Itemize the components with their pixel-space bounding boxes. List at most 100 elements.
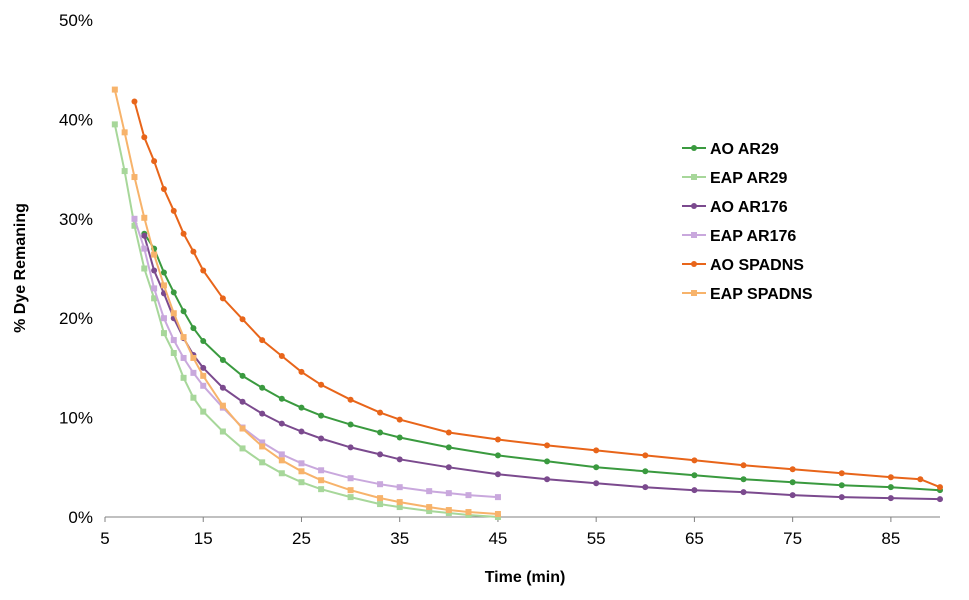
data-point xyxy=(298,468,305,475)
data-point xyxy=(445,444,452,451)
data-point xyxy=(278,457,285,464)
data-point xyxy=(131,174,138,181)
data-point xyxy=(740,489,747,496)
legend-item: AO AR29 xyxy=(682,141,779,158)
x-tick-label: 25 xyxy=(292,529,311,548)
data-point xyxy=(170,289,177,296)
data-point xyxy=(838,470,845,477)
data-point xyxy=(131,215,138,222)
data-point xyxy=(219,402,226,409)
legend-marker xyxy=(691,232,697,238)
data-point xyxy=(544,442,551,449)
series-ao-ar29 xyxy=(141,230,943,494)
y-tick-label: 50% xyxy=(59,11,93,30)
data-point xyxy=(278,352,285,359)
data-point xyxy=(111,121,118,128)
data-point xyxy=(259,337,266,344)
legend-item: EAP SPADNS xyxy=(682,286,813,303)
legend-item: AO SPADNS xyxy=(682,257,804,274)
x-tick-label: 35 xyxy=(390,529,409,548)
data-point xyxy=(426,488,433,495)
data-point xyxy=(190,369,197,376)
x-tick-label: 65 xyxy=(685,529,704,548)
series-eap-ar29 xyxy=(111,121,501,520)
data-point xyxy=(377,501,384,508)
data-point xyxy=(347,396,354,403)
data-point xyxy=(740,462,747,469)
data-point xyxy=(396,484,403,491)
data-point xyxy=(465,492,472,499)
data-point xyxy=(298,404,305,411)
data-point xyxy=(219,356,226,363)
data-point xyxy=(494,452,501,459)
data-point xyxy=(593,480,600,487)
x-tick-label: 85 xyxy=(881,529,900,548)
data-point xyxy=(190,325,197,332)
data-point xyxy=(190,354,197,361)
data-point xyxy=(691,457,698,464)
data-point xyxy=(219,295,226,302)
data-point xyxy=(347,444,354,451)
legend-marker xyxy=(691,261,697,267)
data-point xyxy=(151,285,158,292)
legend-item: EAP AR29 xyxy=(682,170,787,187)
data-point xyxy=(494,494,501,501)
data-point xyxy=(642,484,649,491)
x-axis-ticks: 5 15 25 35 45 55 65 75 85 xyxy=(100,517,900,548)
data-point xyxy=(396,504,403,511)
data-point xyxy=(298,428,305,435)
legend: AO AR29 EAP AR29 AO AR176 EAP AR176 AO SPADN… xyxy=(682,141,813,303)
data-point xyxy=(259,384,266,391)
data-point xyxy=(445,507,452,514)
series-line xyxy=(143,233,941,492)
data-point xyxy=(494,436,501,443)
data-point xyxy=(200,408,207,415)
data-point xyxy=(170,337,177,344)
x-axis-title: Time (min) xyxy=(485,569,566,586)
data-point xyxy=(377,481,384,488)
data-point xyxy=(396,456,403,463)
y-tick-label: 30% xyxy=(59,210,93,229)
x-tick-label: 75 xyxy=(783,529,802,548)
data-point xyxy=(347,494,354,501)
data-point xyxy=(278,420,285,427)
data-point xyxy=(544,458,551,465)
data-point xyxy=(789,492,796,499)
data-point xyxy=(219,384,226,391)
data-point xyxy=(180,374,187,381)
legend-marker xyxy=(691,174,697,180)
series-eap-ar176 xyxy=(131,215,501,501)
series-line xyxy=(113,89,498,515)
data-point xyxy=(544,476,551,483)
data-point xyxy=(789,466,796,473)
series-ao-spadns xyxy=(131,98,943,491)
data-point xyxy=(180,308,187,315)
data-point xyxy=(200,364,207,371)
legend-marker xyxy=(691,145,697,151)
y-axis-ticks: 0% 10% 20% 30% 40% 50% xyxy=(59,11,93,527)
data-point xyxy=(190,394,197,401)
legend-item: AO AR176 xyxy=(682,199,788,216)
legend-marker xyxy=(691,203,697,209)
y-axis-title: % Dye Remaning xyxy=(12,203,29,333)
data-point xyxy=(377,409,384,416)
data-point xyxy=(151,158,158,165)
data-point xyxy=(170,349,177,356)
data-point xyxy=(377,429,384,436)
data-point xyxy=(318,381,325,388)
data-point xyxy=(141,232,148,239)
data-point xyxy=(200,338,207,345)
data-point xyxy=(937,484,943,491)
data-point xyxy=(180,334,187,341)
data-point xyxy=(259,410,266,417)
x-tick-label: 55 xyxy=(587,529,606,548)
series-line xyxy=(133,101,941,489)
data-point xyxy=(377,451,384,458)
x-tick-label: 45 xyxy=(488,529,507,548)
data-point xyxy=(298,368,305,375)
legend-marker xyxy=(691,290,697,296)
data-point xyxy=(494,471,501,478)
data-point xyxy=(160,282,167,289)
data-point xyxy=(239,445,246,452)
data-point xyxy=(160,315,167,322)
